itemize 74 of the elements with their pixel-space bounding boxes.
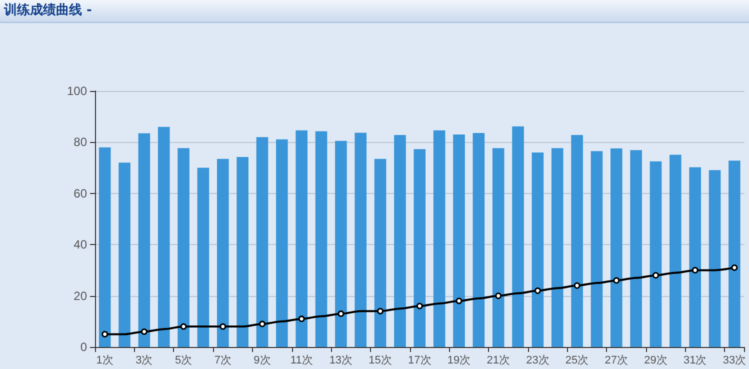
point <box>652 272 659 279</box>
x-tick-label: 25次 <box>565 354 589 366</box>
point <box>298 316 305 322</box>
point <box>140 328 148 335</box>
bar <box>414 149 426 347</box>
y-tick-label: 80 <box>74 135 88 150</box>
bar <box>453 134 465 347</box>
bar <box>216 158 229 347</box>
point <box>731 264 738 271</box>
bar <box>276 139 288 347</box>
bar <box>315 131 328 347</box>
bar <box>236 157 248 347</box>
x-tick-label: 5次 <box>174 354 192 366</box>
bar <box>374 158 386 347</box>
bar <box>296 130 308 347</box>
x-tick-label: 1次 <box>96 354 114 366</box>
x-tick-label: 19次 <box>447 354 471 366</box>
x-tick-label: 7次 <box>214 354 232 366</box>
x-tick-label: 13次 <box>329 354 353 366</box>
bar <box>98 147 111 347</box>
bar <box>256 137 268 347</box>
bar <box>689 167 702 347</box>
point <box>534 287 541 294</box>
bar <box>708 170 721 347</box>
x-tick-label: 27次 <box>604 354 628 366</box>
bar <box>354 132 367 347</box>
bar <box>335 140 347 347</box>
chart-title: 训练成绩曲线 - <box>0 0 749 23</box>
bar <box>610 148 622 347</box>
bar <box>571 135 583 347</box>
bar <box>551 148 564 347</box>
y-tick-label: 0 <box>80 340 88 354</box>
point <box>416 302 423 310</box>
y-tick-label: 20 <box>74 288 88 303</box>
bar <box>158 126 170 347</box>
point <box>377 308 384 314</box>
y-tick-label: 40 <box>74 238 88 252</box>
point <box>692 266 698 274</box>
point <box>495 292 502 300</box>
bar <box>512 126 524 347</box>
bar <box>138 133 150 347</box>
bar <box>728 160 740 347</box>
x-tick-label: 9次 <box>254 354 271 366</box>
bar <box>394 135 406 347</box>
bar <box>433 130 446 347</box>
point <box>456 298 462 304</box>
point <box>102 330 108 338</box>
y-tick-label: 100 <box>66 84 88 98</box>
x-tick-label: 21次 <box>486 354 510 366</box>
bar <box>650 161 662 347</box>
bar <box>472 132 485 347</box>
x-tick-label: 15次 <box>368 354 392 366</box>
x-tick-label: 33次 <box>722 354 746 366</box>
point <box>338 310 344 317</box>
point <box>613 277 620 284</box>
point <box>258 320 266 328</box>
bar <box>118 162 130 347</box>
point <box>574 282 580 289</box>
point <box>220 323 226 330</box>
y-tick-label: 60 <box>74 186 88 200</box>
bar <box>590 151 603 347</box>
x-tick-label: 17次 <box>408 354 432 366</box>
x-tick-label: 31次 <box>683 354 707 366</box>
x-tick-label: 23次 <box>526 354 550 366</box>
bar <box>178 148 190 347</box>
bar <box>630 150 642 347</box>
bar <box>197 168 210 347</box>
point <box>180 323 187 330</box>
x-tick-label: 29次 <box>644 354 668 366</box>
x-tick-label: 11次 <box>290 354 313 366</box>
bar <box>532 152 544 347</box>
bar <box>670 154 682 347</box>
bar <box>492 148 504 347</box>
x-tick-label: 3次 <box>136 354 153 366</box>
